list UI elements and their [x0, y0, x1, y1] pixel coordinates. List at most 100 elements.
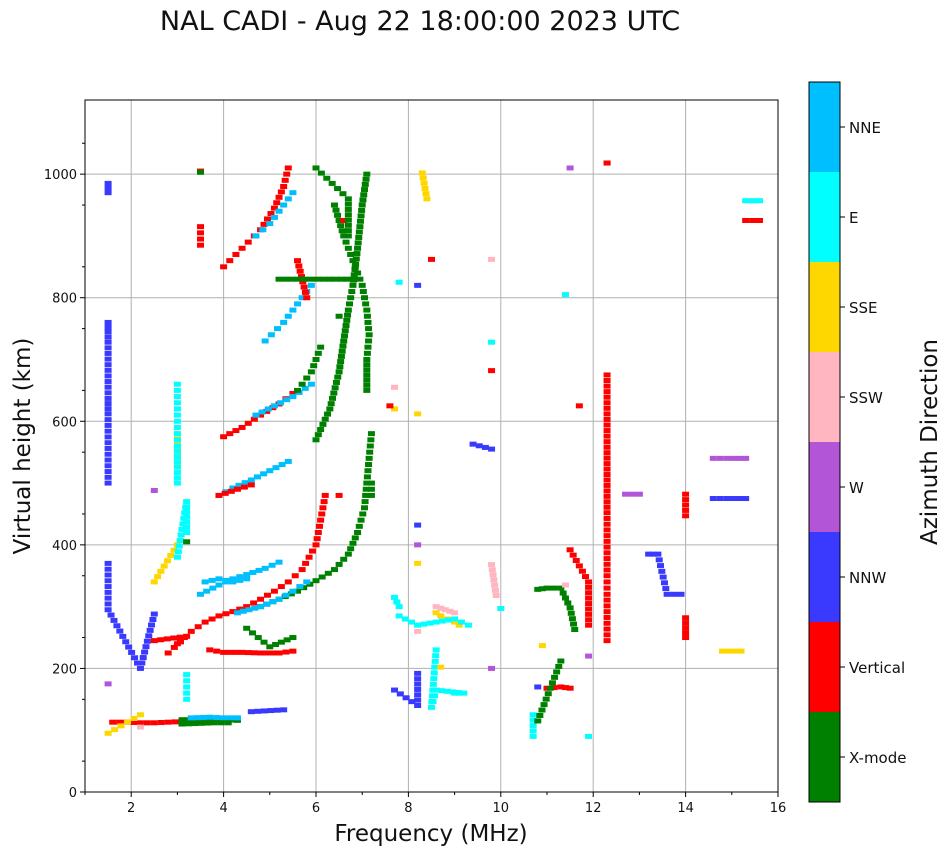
echo-point: [173, 412, 181, 418]
echo-point: [364, 344, 372, 350]
echo-point: [288, 276, 296, 282]
echo-point: [136, 665, 144, 671]
echo-point: [197, 169, 204, 175]
echo-point: [241, 480, 249, 486]
echo-point: [557, 658, 565, 664]
echo-point: [208, 577, 216, 583]
echo-point: [257, 650, 265, 656]
echo-point: [458, 619, 466, 625]
echo-point: [603, 422, 611, 428]
echo-point: [756, 198, 764, 204]
echo-point: [332, 207, 340, 213]
echo-point: [419, 175, 427, 181]
echo-point: [446, 608, 454, 614]
echo-point: [263, 216, 271, 222]
echo-point: [206, 714, 214, 720]
echo-point: [731, 648, 739, 654]
echo-point: [488, 446, 496, 452]
echo-point: [139, 655, 147, 661]
echo-point: [491, 587, 499, 593]
echo-point: [229, 609, 237, 615]
echo-point: [354, 530, 362, 535]
echo-point: [682, 513, 690, 519]
echo-point: [414, 542, 422, 548]
echo-point: [289, 307, 297, 313]
echo-point: [119, 633, 127, 639]
echo-point: [428, 704, 435, 710]
echo-point: [649, 551, 657, 557]
echo-point: [670, 591, 678, 597]
echo-point: [236, 577, 244, 583]
colorbar-tick-label: E: [849, 209, 858, 227]
echo-point: [297, 274, 305, 280]
echo-point: [320, 276, 328, 282]
echo-point: [296, 584, 304, 590]
echo-point: [332, 379, 340, 385]
colorbar-segment: [809, 622, 840, 712]
echo-point: [310, 363, 318, 369]
echo-point: [358, 207, 366, 213]
echo-point: [170, 644, 178, 650]
echo-point: [217, 720, 225, 726]
echo-point: [354, 245, 362, 251]
echo-point: [429, 687, 437, 693]
echo-point: [550, 585, 558, 591]
echo-point: [719, 648, 727, 654]
echo-point: [364, 468, 372, 474]
echo-point: [543, 585, 551, 591]
echo-point: [603, 591, 611, 597]
echo-point: [303, 375, 311, 381]
colorbar-segment: [809, 712, 840, 802]
echo-point: [622, 491, 630, 497]
echo-point: [136, 712, 144, 718]
echo-point: [353, 251, 361, 257]
echo-point: [337, 353, 345, 359]
echo-point: [603, 597, 611, 603]
echo-point: [391, 687, 399, 693]
echo-point: [414, 622, 422, 628]
echo-point: [529, 733, 537, 739]
echo-point: [736, 455, 743, 461]
echo-point: [336, 364, 344, 370]
echo-point: [317, 344, 325, 350]
echo-point: [107, 612, 115, 618]
echo-point: [176, 538, 184, 544]
echo-point: [307, 381, 315, 387]
echo-point: [344, 551, 352, 557]
colorbar-segment: [809, 172, 840, 262]
echo-point: [344, 196, 352, 202]
echo-point: [167, 552, 175, 558]
echo-point: [299, 279, 307, 285]
echo-point: [257, 412, 265, 418]
echo-point: [395, 279, 403, 285]
echo-point: [603, 556, 611, 562]
echo-point: [273, 200, 281, 206]
echo-point: [437, 613, 445, 619]
echo-point: [254, 708, 262, 714]
echo-point: [104, 384, 112, 390]
echo-point: [224, 720, 232, 726]
echo-point: [321, 416, 329, 422]
echo-point: [349, 540, 357, 546]
echo-point: [142, 644, 150, 650]
echo-point: [603, 544, 611, 550]
echo-point: [585, 622, 593, 628]
echo-point: [349, 258, 357, 264]
echo-point: [557, 684, 565, 690]
echo-point: [475, 443, 483, 449]
echo-point: [197, 720, 205, 726]
echo-point: [294, 276, 302, 282]
echo-point: [438, 618, 446, 624]
echo-point: [677, 591, 685, 597]
echo-point: [451, 610, 459, 616]
echo-point: [360, 192, 368, 198]
echo-point: [104, 566, 112, 572]
echo-point: [497, 605, 505, 611]
echo-point: [603, 433, 611, 439]
echo-point: [294, 301, 302, 307]
echo-point: [367, 486, 375, 492]
echo-point: [176, 639, 184, 645]
colorbar: X-mode Vertical NNW W SSW SSE E NNE: [808, 81, 906, 803]
echo-point: [603, 585, 611, 591]
echo-point: [226, 649, 234, 655]
